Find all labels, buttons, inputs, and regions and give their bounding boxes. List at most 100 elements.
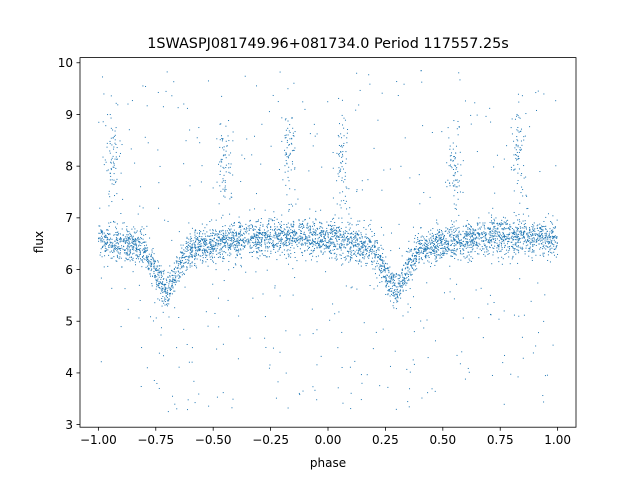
data-point	[292, 163, 294, 165]
data-point	[447, 250, 449, 252]
data-point	[340, 244, 342, 246]
data-point	[282, 242, 284, 244]
data-point	[389, 277, 391, 279]
data-point	[217, 233, 219, 235]
data-point	[466, 256, 468, 258]
data-point	[493, 248, 495, 250]
data-point	[523, 241, 525, 243]
data-point	[477, 223, 479, 225]
data-point	[203, 245, 205, 247]
data-point	[444, 246, 446, 248]
data-point	[551, 247, 553, 249]
data-point	[133, 246, 135, 247]
data-point	[379, 385, 381, 387]
data-point	[129, 235, 131, 237]
data-point	[288, 241, 290, 243]
data-point	[185, 241, 187, 243]
data-point	[288, 209, 290, 211]
data-point	[395, 273, 397, 275]
data-point	[287, 253, 289, 255]
data-point	[166, 288, 168, 290]
data-point	[126, 230, 128, 232]
data-point	[256, 85, 258, 87]
data-point	[239, 222, 241, 224]
data-point	[393, 284, 395, 286]
data-point	[505, 253, 507, 255]
data-point	[507, 233, 509, 235]
data-point	[236, 245, 238, 247]
data-point	[472, 248, 474, 250]
data-point	[136, 254, 138, 256]
data-point	[294, 242, 296, 244]
data-point	[473, 229, 475, 231]
data-point	[509, 229, 511, 231]
data-point	[259, 255, 261, 257]
data-point	[176, 267, 178, 269]
data-point	[338, 238, 340, 240]
data-point	[114, 244, 116, 246]
data-point	[356, 72, 358, 74]
data-point	[512, 256, 514, 258]
data-point	[285, 257, 287, 259]
data-point	[540, 237, 542, 239]
data-point	[264, 250, 266, 252]
data-point	[529, 229, 531, 231]
data-point	[326, 232, 328, 234]
data-point	[485, 240, 487, 242]
data-point	[144, 136, 146, 138]
data-point	[225, 164, 227, 166]
data-point	[355, 244, 357, 246]
data-point	[479, 228, 481, 230]
data-point	[259, 229, 261, 231]
data-point	[296, 240, 298, 242]
data-point	[267, 234, 269, 236]
data-point	[153, 265, 155, 267]
data-point	[351, 240, 353, 242]
data-point	[398, 274, 400, 276]
data-point	[534, 228, 536, 230]
data-point	[253, 234, 255, 236]
data-point	[244, 244, 246, 246]
data-point	[469, 241, 471, 243]
data-point	[276, 259, 278, 261]
data-point	[116, 193, 118, 195]
data-point	[383, 264, 385, 266]
data-point	[438, 237, 440, 239]
data-point	[384, 271, 386, 273]
data-point	[518, 151, 520, 153]
data-point	[362, 251, 364, 253]
data-point	[306, 249, 308, 251]
data-point	[100, 252, 102, 254]
data-point	[452, 240, 454, 242]
data-point	[191, 244, 193, 246]
data-point	[521, 144, 523, 146]
data-point	[342, 263, 344, 265]
data-point	[110, 221, 112, 223]
data-point	[556, 242, 558, 244]
data-point	[134, 162, 136, 164]
data-point	[415, 246, 417, 248]
data-point	[196, 137, 198, 139]
data-point	[306, 238, 308, 240]
data-point	[394, 276, 396, 278]
data-point	[437, 229, 439, 231]
data-point	[346, 187, 348, 189]
data-point	[347, 235, 349, 237]
data-point	[286, 234, 288, 236]
data-point	[235, 264, 237, 266]
data-point	[450, 236, 452, 238]
data-point	[483, 243, 485, 245]
data-point	[472, 240, 474, 242]
data-point	[335, 233, 337, 235]
data-point	[221, 250, 223, 252]
data-point	[186, 268, 188, 270]
data-point	[315, 256, 317, 258]
data-point	[348, 239, 350, 241]
data-point	[452, 252, 454, 254]
data-point	[201, 249, 203, 251]
data-point	[394, 350, 396, 352]
data-point	[483, 232, 485, 234]
data-point	[349, 247, 351, 249]
data-point	[481, 236, 483, 238]
data-point	[358, 250, 360, 252]
